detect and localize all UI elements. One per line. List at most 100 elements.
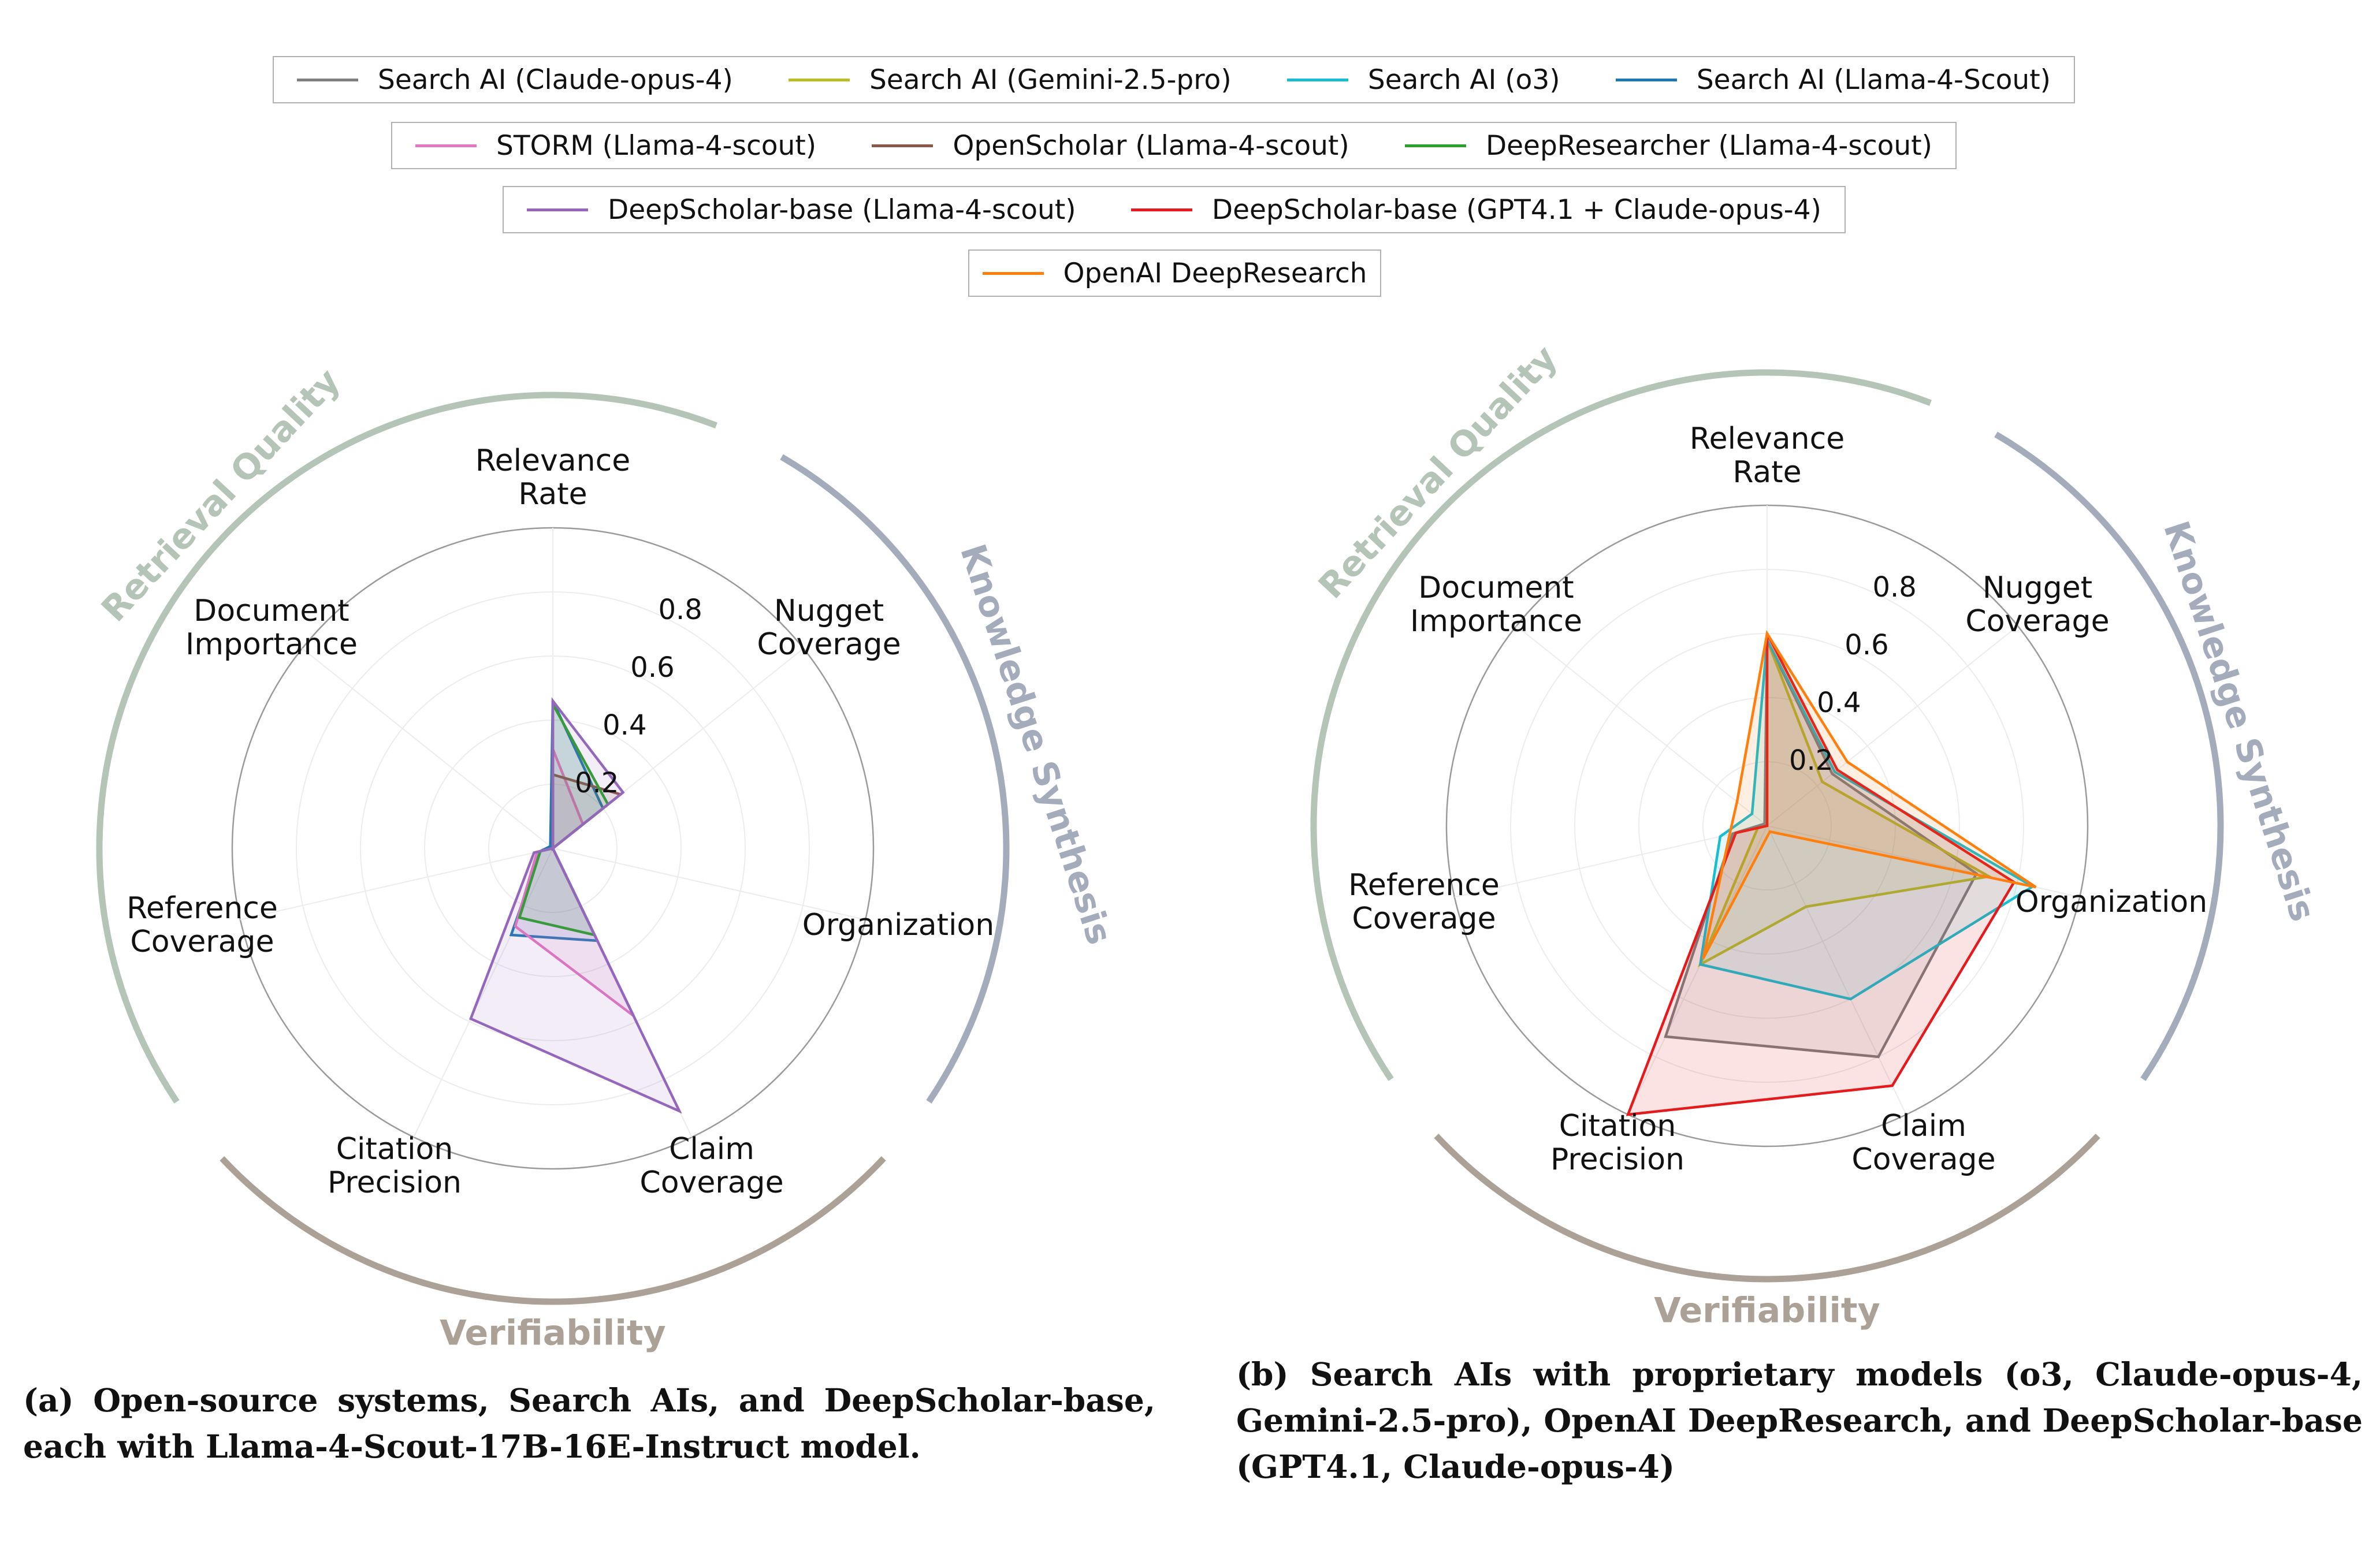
- legend-label: DeepScholar-base (GPT4.1 + Claude-opus-4…: [1211, 193, 1821, 226]
- axis-label-line: Coverage: [757, 627, 901, 662]
- axis-label: Relevance Rate: [475, 444, 630, 512]
- legend-row-1: Search AI (Claude-opus-4) Search AI (Gemi…: [273, 56, 2075, 103]
- spoke-line: [413, 848, 553, 1138]
- series-polygon: [1626, 632, 2016, 1116]
- legend-label: Search AI (Claude-opus-4): [378, 64, 733, 96]
- axis-label-line: Relevance: [475, 444, 630, 478]
- spoke-line: [240, 848, 553, 921]
- group-arc: [1434, 1134, 2100, 1283]
- legend-label: Search AI (o3): [1367, 64, 1560, 96]
- axis-label-line: Importance: [1410, 604, 1582, 639]
- tick-label: 0.8: [658, 594, 702, 626]
- tick-label: 0.8: [1872, 571, 1916, 603]
- legend-line-icon: [872, 144, 934, 147]
- spoke-line: [1767, 625, 2018, 826]
- group-label: Knowledge Synthesis: [2155, 516, 2323, 926]
- group-label: Verifiability: [1654, 1291, 1880, 1331]
- tick-label: 0.4: [1817, 687, 1861, 719]
- axis-label: Claim Coverage: [639, 1132, 783, 1200]
- axis-label: Citation Precision: [328, 1132, 462, 1200]
- legend-item: DeepScholar-base (Llama-4-scout): [527, 194, 1076, 226]
- tick-label: 0.4: [603, 709, 646, 742]
- legend-label: DeepScholar-base (Llama-4-scout): [608, 193, 1076, 226]
- tick-label: 0.6: [630, 651, 674, 684]
- group-label: Retrieval Quality: [1311, 338, 1565, 606]
- axis-label-line: Precision: [328, 1165, 462, 1200]
- legend-label: Search AI (Llama-4-Scout): [1696, 64, 2051, 96]
- axis-label-line: Coverage: [1352, 901, 1496, 936]
- tick-label: 0.6: [1844, 629, 1888, 661]
- legend-line-icon: [297, 78, 358, 81]
- axis-label-line: Document: [1418, 571, 1574, 605]
- axis-label: Reference Coverage: [1348, 868, 1500, 936]
- legend-item: STORM (Llama-4-scout): [415, 130, 816, 162]
- axis-label-line: Rate: [518, 477, 587, 512]
- axis-label-line: Nugget: [774, 594, 884, 628]
- axis-label: Organization: [802, 908, 994, 942]
- legend-row-4: OpenAI DeepResearch: [968, 249, 1381, 297]
- legend-row-2: STORM (Llama-4-scout) OpenScholar (Llama-…: [391, 122, 1957, 169]
- legend-item: Search AI (Llama-4-Scout): [1615, 64, 2051, 96]
- legend-item: Search AI (Claude-opus-4): [297, 64, 733, 96]
- spoke-line: [302, 648, 553, 849]
- tick-label: 0.2: [1789, 744, 1833, 777]
- axis-label: Relevance Rate: [1690, 422, 1844, 490]
- axis-label-line: Coverage: [1851, 1142, 1995, 1177]
- caption-b: (b) Search AIs with proprietary models (…: [1236, 1355, 2363, 1485]
- group-arc: [96, 392, 717, 1104]
- legend-line-icon: [1130, 208, 1192, 211]
- legend-line-icon: [1615, 78, 1677, 81]
- group-arc: [1310, 369, 1932, 1081]
- group-label: Retrieval Quality: [94, 361, 348, 629]
- legend-line-icon: [415, 144, 477, 147]
- axis-label-line: Coverage: [639, 1165, 783, 1200]
- axis-label-line: Coverage: [1965, 604, 2109, 639]
- axis-label: Organization: [2015, 885, 2207, 919]
- group-arc: [220, 1156, 886, 1305]
- legend-item: Search AI (o3): [1286, 64, 1560, 96]
- axis-label-line: Reference: [127, 891, 278, 926]
- legend-line-icon: [1404, 144, 1466, 147]
- axis-label: Document Importance: [185, 594, 358, 662]
- legend-item: OpenAI DeepResearch: [982, 258, 1367, 289]
- series-polygon: [1701, 629, 2037, 960]
- axis-label: Claim Coverage: [1851, 1109, 1995, 1177]
- axis-label-line: Citation: [336, 1132, 453, 1167]
- axis-label-line: Claim: [1881, 1109, 1966, 1143]
- group-arc: [780, 454, 1010, 1104]
- spoke-line: [1454, 825, 1768, 898]
- axis-label-line: Rate: [1732, 455, 1801, 490]
- group-arc: [1994, 431, 2224, 1081]
- legend-item: DeepResearcher (Llama-4-scout): [1404, 129, 1932, 162]
- axis-label-line: Organization: [2015, 885, 2207, 919]
- legend-row-3: DeepScholar-base (Llama-4-scout) DeepScho…: [503, 186, 1846, 233]
- group-label: Knowledge Synthesis: [952, 539, 1120, 949]
- axis-label: Nugget Coverage: [757, 594, 901, 662]
- legend-item: DeepScholar-base (GPT4.1 + Claude-opus-4…: [1130, 193, 1821, 226]
- axis-label-line: Importance: [185, 627, 358, 662]
- axis-label-line: Citation: [1559, 1109, 1676, 1143]
- caption-a: (a) Open-source systems, Search AIs, and…: [23, 1381, 1155, 1465]
- axis-label: Nugget Coverage: [1965, 571, 2109, 639]
- legend-line-icon: [789, 78, 850, 81]
- tick-label: 0.2: [575, 767, 619, 799]
- series-polygon: [1664, 639, 1979, 1059]
- legend-label: STORM (Llama-4-scout): [496, 129, 817, 162]
- axis-label: Document Importance: [1410, 571, 1582, 639]
- axis-label-line: Relevance: [1690, 422, 1844, 456]
- legend-line-icon: [982, 271, 1044, 275]
- axis-label-line: Claim: [669, 1132, 754, 1167]
- legend-label: Search AI (Gemini-2.5-pro): [869, 64, 1232, 96]
- legend-label: DeepResearcher (Llama-4-scout): [1485, 129, 1932, 162]
- axis-label-line: Organization: [802, 908, 994, 942]
- legend-label: OpenScholar (Llama-4-scout): [953, 129, 1349, 162]
- axis-label-line: Reference: [1348, 868, 1500, 903]
- axis-label-line: Document: [194, 594, 349, 628]
- legend-item: OpenScholar (Llama-4-scout): [872, 130, 1349, 162]
- legend-line-icon: [1286, 78, 1348, 81]
- axis-label-line: Precision: [1550, 1142, 1684, 1177]
- legend-item: Search AI (Gemini-2.5-pro): [789, 64, 1232, 96]
- legend-line-icon: [527, 208, 588, 211]
- series-polygon: [1698, 635, 2036, 1001]
